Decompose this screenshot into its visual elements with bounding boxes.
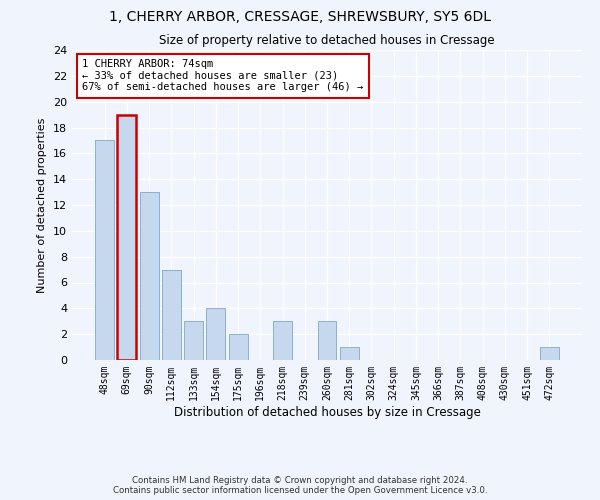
X-axis label: Distribution of detached houses by size in Cressage: Distribution of detached houses by size … [173,406,481,418]
Bar [340,347,359,360]
Y-axis label: Number of detached properties: Number of detached properties [37,118,47,292]
Bar [206,308,225,360]
Bar [317,322,337,360]
Text: 1, CHERRY ARBOR, CRESSAGE, SHREWSBURY, SY5 6DL: 1, CHERRY ARBOR, CRESSAGE, SHREWSBURY, S… [109,10,491,24]
Bar [540,347,559,360]
Bar [162,270,181,360]
Bar [95,140,114,360]
Bar [229,334,248,360]
Text: Contains HM Land Registry data © Crown copyright and database right 2024.
Contai: Contains HM Land Registry data © Crown c… [113,476,487,495]
Title: Size of property relative to detached houses in Cressage: Size of property relative to detached ho… [159,34,495,48]
Bar [118,114,136,360]
Bar [140,192,158,360]
Text: 1 CHERRY ARBOR: 74sqm
← 33% of detached houses are smaller (23)
67% of semi-deta: 1 CHERRY ARBOR: 74sqm ← 33% of detached … [82,60,364,92]
Bar [184,322,203,360]
Bar [273,322,292,360]
